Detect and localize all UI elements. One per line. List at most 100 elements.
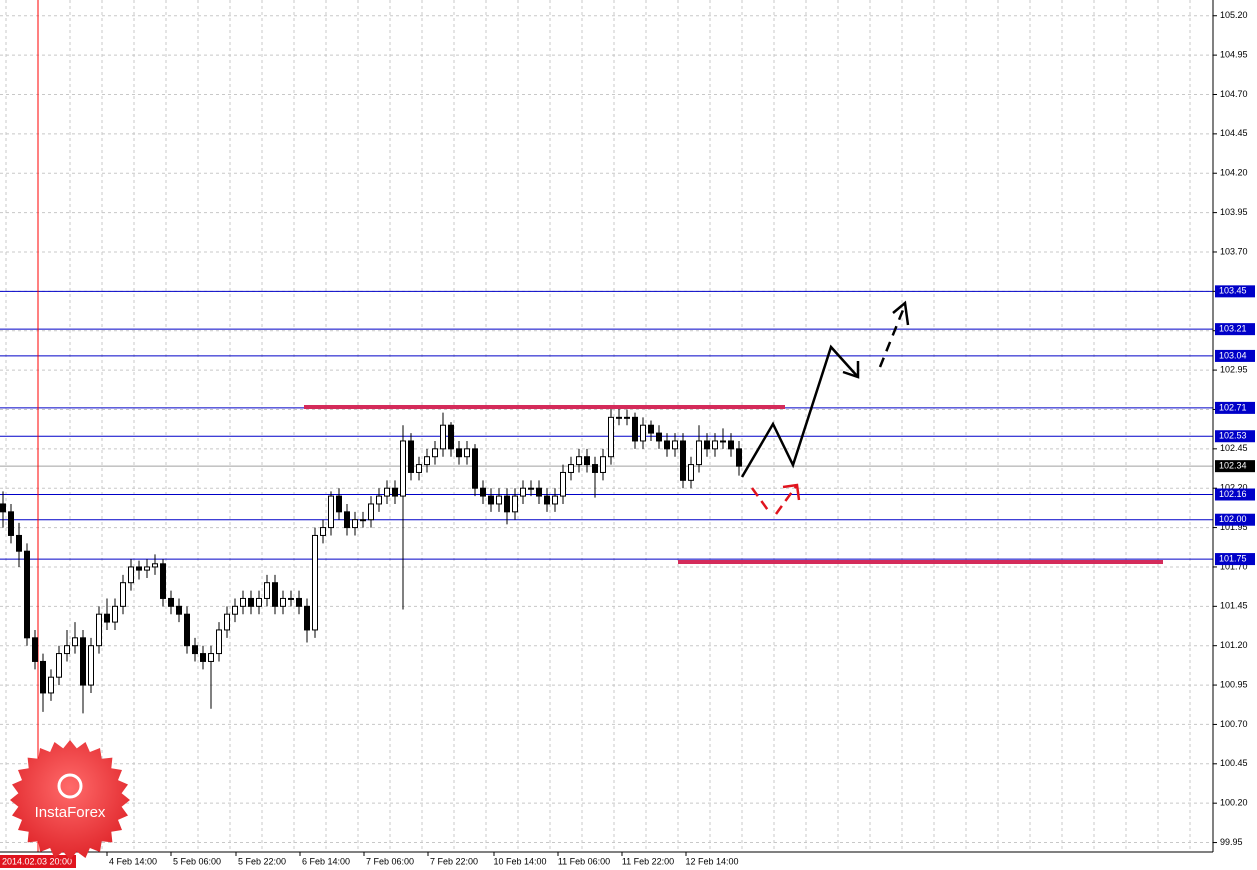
- candle-body: [264, 582, 270, 599]
- candle-body: [640, 424, 646, 442]
- candle-body: [552, 495, 558, 505]
- y-tick-label: 103.70: [1220, 246, 1248, 256]
- y-tick-label: 102.45: [1220, 443, 1248, 453]
- candle-body: [352, 519, 358, 529]
- candle-body: [200, 653, 206, 662]
- candle-body: [312, 534, 318, 631]
- candle-body: [296, 597, 302, 607]
- candle-body: [656, 432, 662, 442]
- logo-badge: [10, 740, 130, 860]
- y-tick-label: 105.20: [1220, 10, 1248, 20]
- x-tick-label: 5 Feb 22:00: [238, 856, 286, 866]
- x-tick-label: 5 Feb 06:00: [173, 856, 221, 866]
- candle-body: [344, 511, 350, 529]
- level-label: 102.71: [1219, 402, 1247, 412]
- forecast-arrowhead: [842, 361, 860, 379]
- candle-body: [696, 440, 702, 466]
- candle-body: [224, 613, 230, 631]
- candle-body: [680, 440, 686, 481]
- candle-body: [480, 487, 486, 497]
- candle-body: [32, 637, 38, 662]
- candle-body: [232, 605, 238, 615]
- x-tick-label: 12 Feb 14:00: [685, 856, 738, 866]
- candle-body: [144, 566, 150, 571]
- candle-body: [56, 653, 62, 678]
- candle-body: [520, 487, 526, 497]
- price-label: 102.34: [1219, 461, 1247, 471]
- level-label-box: [1215, 513, 1255, 526]
- y-tick-label: 103.95: [1220, 207, 1248, 217]
- candle-body: [184, 613, 190, 647]
- y-tick-label: 100.70: [1220, 719, 1248, 729]
- candle-body: [512, 495, 518, 513]
- alternative-arrowhead: [782, 483, 801, 501]
- candle-body: [96, 613, 102, 647]
- candle-body: [8, 511, 14, 536]
- candle-body: [0, 503, 6, 513]
- candle-body: [304, 605, 310, 631]
- candle-body: [464, 448, 470, 458]
- axes: 99.95 100.20 100.45 100.70 100.95 101.20 101.4…: [0, 10, 1255, 868]
- candle-body: [576, 456, 582, 466]
- logo-icon: [57, 773, 83, 799]
- candle-body: [360, 519, 366, 522]
- candle-body: [192, 645, 198, 655]
- forecast-path: [740, 344, 859, 478]
- logo-text: InstaForex: [35, 804, 106, 821]
- candle-body: [208, 653, 214, 662]
- candle-body: [152, 563, 158, 568]
- grid: [0, 0, 1213, 852]
- candle-body: [672, 440, 678, 450]
- candle-body: [720, 440, 726, 443]
- x-tick-label: 6 Feb 14:00: [302, 856, 350, 866]
- alternative-path: [750, 487, 772, 514]
- x-tick-label: 7 Feb 22:00: [430, 856, 478, 866]
- y-tick-label: 104.20: [1220, 168, 1248, 178]
- candle-body: [240, 597, 246, 607]
- y-tick-label: 101.70: [1220, 561, 1248, 571]
- candle-body: [72, 637, 78, 647]
- candle-body: [280, 597, 286, 607]
- candle-body: [248, 597, 254, 607]
- candle-body: [688, 464, 694, 481]
- candle-body: [288, 597, 294, 600]
- candle-body: [488, 495, 494, 505]
- candle-body: [584, 456, 590, 466]
- candle-body: [648, 424, 654, 434]
- candle-body: [88, 645, 94, 686]
- candle-body: [624, 416, 630, 419]
- level-label: 102.53: [1219, 431, 1247, 441]
- level-label: 103.21: [1219, 324, 1247, 334]
- level-label-box: [1215, 349, 1255, 362]
- candle-body: [416, 464, 422, 473]
- candle-body: [376, 495, 382, 505]
- candle-body: [272, 582, 278, 607]
- candle-body: [48, 676, 54, 694]
- candle-body: [64, 645, 70, 655]
- y-tick-label: 101.45: [1220, 601, 1248, 611]
- candle-body: [448, 424, 454, 450]
- candle-body: [80, 637, 86, 686]
- candle-body: [600, 456, 606, 473]
- candle-body: [408, 440, 414, 473]
- candle-body: [456, 448, 462, 458]
- x-tick-label: 2014.02.03 20:00: [2, 856, 72, 866]
- candle-body: [568, 464, 574, 473]
- y-tick-label: 100.95: [1220, 679, 1248, 689]
- candle-body: [176, 605, 182, 615]
- candle-body: [608, 416, 614, 458]
- candle-body: [160, 563, 166, 599]
- forecast-dashed: [878, 304, 907, 368]
- candle-body: [536, 487, 542, 497]
- logo: InstaForex: [10, 740, 130, 860]
- candle-body: [368, 503, 374, 521]
- candle-body: [440, 424, 446, 450]
- y-tick-label: 100.45: [1220, 758, 1248, 768]
- x-tick-label: 7 Feb 06:00: [366, 856, 414, 866]
- levels: [0, 290, 1213, 560]
- candle-body: [24, 550, 30, 639]
- candle-body: [704, 440, 710, 450]
- candle-body: [728, 440, 734, 450]
- y-tick-label: 102.20: [1220, 483, 1248, 493]
